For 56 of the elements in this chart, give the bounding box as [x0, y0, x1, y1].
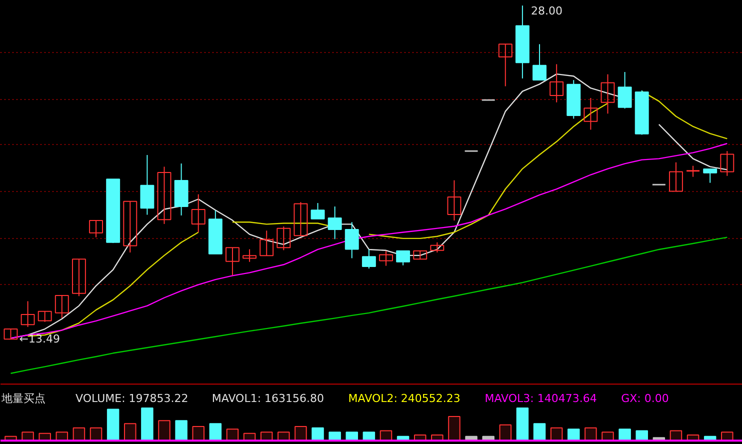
bar	[209, 423, 222, 442]
text: 地量买点	[0, 392, 46, 405]
text: MAVOL2: 240552.23	[348, 392, 460, 405]
candlestick	[4, 328, 18, 340]
bar	[516, 407, 529, 442]
bar	[294, 426, 307, 442]
text: MAVOL1: 163156.80	[212, 392, 324, 405]
bar	[124, 423, 136, 442]
candlestick	[668, 162, 683, 192]
candlestick	[310, 202, 325, 220]
bar	[175, 420, 188, 442]
candlestick	[157, 166, 172, 224]
candlestick	[72, 258, 86, 297]
candlestick	[720, 150, 734, 176]
bar	[568, 428, 580, 442]
candlestick	[140, 154, 154, 216]
candlestick	[686, 165, 700, 178]
candlestick	[600, 74, 615, 114]
candlestick	[260, 230, 274, 256]
candlestick	[20, 300, 35, 328]
bar	[192, 426, 204, 442]
candlestick	[396, 250, 410, 266]
candlestick	[532, 44, 546, 81]
annotation: ←13.49	[19, 332, 60, 346]
candlestick	[362, 248, 376, 270]
candlestick	[191, 194, 206, 233]
candlestick	[447, 180, 462, 222]
bar	[448, 416, 460, 442]
candlestick	[328, 206, 342, 240]
candlestick	[294, 202, 308, 236]
text: GX: 0.00	[621, 392, 669, 405]
candlestick	[379, 250, 393, 266]
text: VOLUME: 197853.22	[76, 392, 188, 405]
candlestick	[550, 64, 564, 103]
candlestick	[38, 310, 52, 322]
bar	[312, 427, 324, 442]
candlestick	[344, 222, 359, 259]
bar	[158, 420, 170, 442]
candlestick	[242, 248, 257, 262]
bar	[533, 423, 546, 442]
candlestick	[54, 294, 69, 318]
text: MAVOL3: 140473.64	[484, 392, 597, 405]
candlestick	[430, 242, 444, 253]
candlestick	[584, 97, 598, 130]
bar	[584, 427, 597, 442]
bar	[618, 428, 631, 442]
candlestick	[618, 71, 632, 110]
candlestick	[123, 200, 138, 253]
candlestick	[226, 247, 240, 276]
bar	[106, 408, 120, 442]
bar	[141, 407, 154, 442]
candlestick	[498, 44, 512, 87]
candlestick	[276, 226, 291, 251]
annotation: 28.00	[530, 4, 562, 18]
candlestick	[703, 168, 718, 184]
candlestick	[89, 220, 104, 238]
